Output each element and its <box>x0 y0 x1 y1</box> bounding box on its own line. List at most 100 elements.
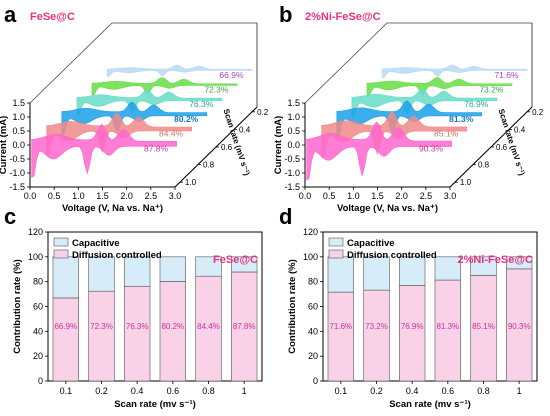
panel-d-bar-diffusion-0.1 <box>327 291 354 382</box>
panel-a-cv-pct-label-0.6: 80.2% <box>174 114 199 124</box>
panel-d-bar-capacitive-1 <box>506 256 533 270</box>
panel-b-x-tick-label: 3.0 <box>444 191 457 201</box>
panel-a-y-tick-label: 1.0 <box>12 112 25 122</box>
panel-c-legend-swatch-capacitive <box>53 237 69 247</box>
panel-a-label: a <box>4 2 17 27</box>
panel-a-y-axis-label: Current (mA) <box>0 116 9 175</box>
panel-d-sample-title: 2%Ni-FeSe@C <box>457 254 533 266</box>
panel-c-y-tick-label: 40 <box>33 326 43 336</box>
panel-a-y-tick-label: 0.0 <box>12 140 25 150</box>
panel-a-x-tick-label: 2.0 <box>120 191 133 201</box>
panel-b-y-axis-label: Current (mA) <box>273 116 284 175</box>
panel-c-bar-diffusion-0.1 <box>52 297 79 382</box>
panel-b-cv-pct-label-0.6: 81.3% <box>449 114 474 124</box>
panel-b-z-tick-label: 0.8 <box>478 161 490 170</box>
panel-d-bar-pct-label: 81.3% <box>436 322 459 331</box>
panel-d-legend-swatch-diffusion <box>328 249 344 259</box>
panel-d-y-tick-label: 0 <box>313 376 318 386</box>
panel-a-y-tick-label: -1.5 <box>9 182 25 192</box>
panel-c-legend-capacitive: Capacitive <box>72 238 120 249</box>
panel-d-bar-diffusion-0.6 <box>434 279 461 382</box>
panel-b-cv-layer-0.4 <box>351 88 498 117</box>
panel-b-y-tick-label: 1.0 <box>287 112 300 122</box>
panel-d-x-axis-label: Scan rate (mv s⁻¹) <box>389 399 471 410</box>
panel-c-bar-diffusion-0.2 <box>88 290 115 382</box>
panel-a-cv-layer-0.1 <box>106 64 253 77</box>
panel-b-box-outline <box>304 22 533 188</box>
panel-d-x-tick-label: 1 <box>517 386 522 396</box>
panel-c-bar-pct-label: 87.8% <box>233 322 256 331</box>
panel-d-y-tick-label: 120 <box>303 227 318 237</box>
panel-c-bar-diffusion-0.4 <box>124 285 151 382</box>
panel-b-x-tick-label: 0.5 <box>323 191 336 201</box>
panel-a-x-tick-label: 0.5 <box>48 191 61 201</box>
panel-b-cv-pct-label-1: 90.3% <box>419 143 444 153</box>
panel-a-y-tick-label: -0.5 <box>9 154 25 164</box>
panel-c-y-tick-label: 0 <box>38 376 43 386</box>
panel-d-bar-capacitive-0.6 <box>434 256 461 281</box>
panel-d-y-tick-label: 60 <box>308 302 318 312</box>
panel-a-cv-pct-label-0.4: 76.3% <box>189 99 214 109</box>
panel-a-cv-layer-0.4 <box>76 89 223 116</box>
panel-b-z-tick-label: 0.4 <box>514 125 526 134</box>
panel-c-legend-swatch-diffusion <box>53 249 69 259</box>
panel-c-legend-diffusion: Diffusion controlled <box>72 250 162 261</box>
panel-a-z-tick-label: 0.2 <box>257 108 269 117</box>
panel-d-y-tick-label: 100 <box>303 252 318 262</box>
panel-b-cv-pct-label-0.2: 73.2% <box>479 85 504 95</box>
panel-a-cv-pct-label-0.2: 72.3% <box>204 85 229 95</box>
panel-c-y-tick-label: 100 <box>28 252 43 262</box>
panel-c-x-tick-label: 0.2 <box>95 386 108 396</box>
panel-a-x-tick-label: 1.0 <box>72 191 85 201</box>
panel-b-cv-layer-0.6 <box>336 100 483 137</box>
panel-b-y-tick-label: 0.5 <box>287 126 300 136</box>
panel-c-bar-capacitive-1 <box>231 256 258 273</box>
panel-b-y-tick-label: -1.5 <box>284 182 300 192</box>
panel-c-y-tick-label: 120 <box>28 227 43 237</box>
panel-d-bar-pct-label: 85.1% <box>472 322 495 331</box>
panel-b-cv-layer-0.1 <box>381 64 528 79</box>
panel-d-bar-pct-label: 76.9% <box>401 322 424 331</box>
panel-d-bar-diffusion-0.4 <box>399 285 426 382</box>
panel-b-cv-pct-label-0.8: 85.1% <box>434 129 459 139</box>
panel-c-x-axis-label: Scan rate (mv s⁻¹) <box>114 399 196 410</box>
panel-a-x-tick-label: 0.0 <box>24 191 37 201</box>
panel-a-x-axis-label: Voltage (V, Na vs. Na⁺) <box>62 203 163 214</box>
panel-a-x-tick-label: 3.0 <box>169 191 182 201</box>
panel-a-z-tick-label: 0.6 <box>221 143 233 152</box>
panel-d-y-tick-label: 40 <box>308 326 318 336</box>
panel-c-bar-capacitive-0.8 <box>195 256 222 277</box>
panel-a-cv-3d: 1.51.00.50.0-0.5-1.0-1.50.0 0.5 1.0 1.5 2.0 2… <box>0 22 269 214</box>
panel-d-legend-swatch-capacitive <box>328 237 344 247</box>
panel-b-y-tick-label: 1.5 <box>287 98 300 108</box>
panel-b-y-tick-label: -1.0 <box>284 168 300 178</box>
panel-b-x-tick-label: 2.5 <box>420 191 433 201</box>
panel-c-bar-chart: 0 20 40 60 80 100 120 66.9% 0.1 72.3% 0.2 76.3% 0.4 8… <box>12 227 263 410</box>
panel-d-label: d <box>279 204 292 229</box>
panel-b-x-tick-label: 2.0 <box>395 191 408 201</box>
panel-c-sample-title: FeSe@C <box>213 254 258 266</box>
panel-a-x-tick-label: 1.5 <box>96 191 109 201</box>
panel-d-bar-pct-label: 90.3% <box>508 322 531 331</box>
panel-c-label: c <box>4 204 16 229</box>
panel-d-bar-capacitive-0.4 <box>399 256 426 286</box>
panel-c-bar-capacitive-0.1 <box>52 256 79 299</box>
panel-a-cv-layer-0.2 <box>91 77 238 96</box>
panel-d-x-tick-label: 0.8 <box>477 386 490 396</box>
panel-c-bar-diffusion-0.6 <box>159 281 186 382</box>
panel-b-x-axis-label: Voltage (V, Na vs. Na⁺) <box>337 203 438 214</box>
panel-c-bar-pct-label: 72.3% <box>90 322 113 331</box>
panel-d-bar-chart: 0 20 40 60 80 100 120 71.6% 0.1 73.2% 0.2 76.9% 0.4 8… <box>287 227 538 410</box>
panel-b-x-tick-label: 1.5 <box>371 191 384 201</box>
panel-b-y-tick-label: -0.5 <box>284 154 300 164</box>
panel-c-bar-diffusion-0.8 <box>195 275 222 382</box>
panel-d-legend-capacitive: Capacitive <box>347 238 395 249</box>
panel-d-bar-diffusion-1 <box>506 268 533 382</box>
panel-d-y-axis-label: Contribution rate (%) <box>287 259 298 353</box>
panel-d-legend-diffusion: Diffusion controlled <box>347 250 437 261</box>
panel-a-cv-pct-label-0.8: 84.4% <box>159 129 184 139</box>
panel-b-x-tick-label: 1.0 <box>347 191 360 201</box>
panel-b-cv-pct-label-0.1: 71.6% <box>494 70 519 80</box>
